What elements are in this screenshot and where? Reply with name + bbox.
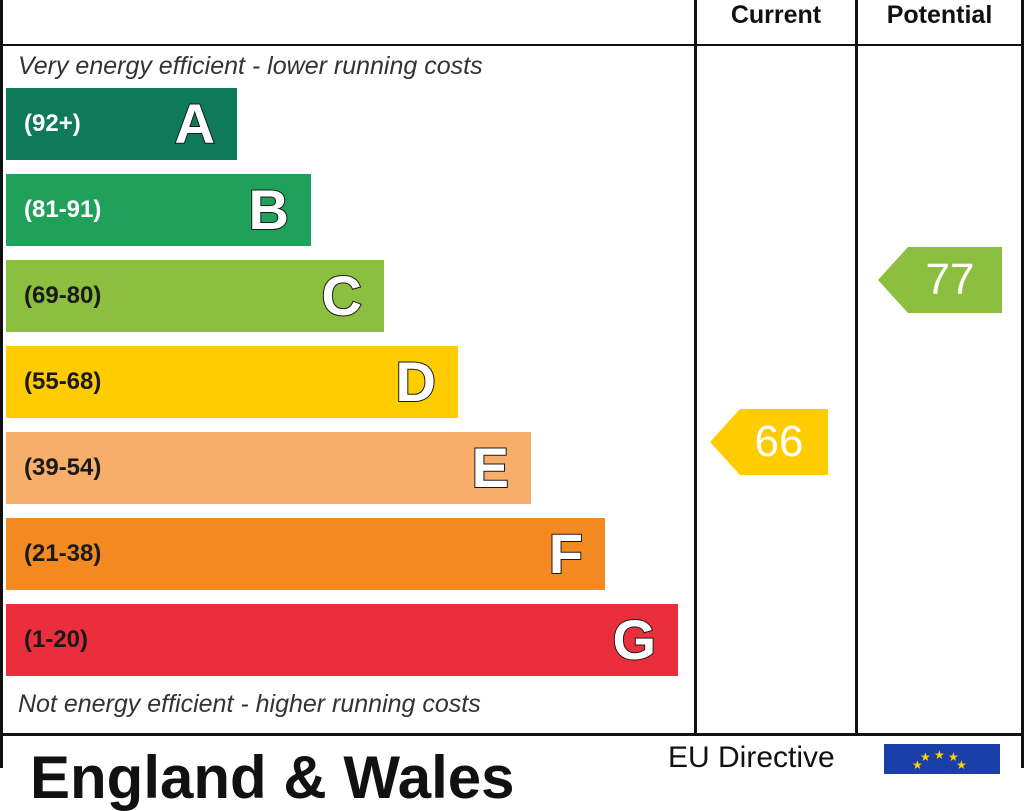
top-caption: Very energy efficient - lower running co… [18, 52, 483, 80]
band-range-label: (81-91) [24, 196, 102, 223]
band-e: (39-54) E [6, 432, 531, 504]
band-letter: B [248, 177, 290, 242]
band-d: (55-68) D [6, 346, 458, 418]
band-range-label: (55-68) [24, 368, 102, 395]
current-rating-arrow: 66 [710, 409, 828, 475]
current-rating-value: 66 [754, 417, 804, 466]
current-column-header: Current [730, 1, 822, 29]
band-c: (69-80) C [6, 260, 384, 332]
eu-flag-icon: ★ ★ ★ ★ ★ [884, 744, 1000, 774]
potential-column-divider [855, 0, 858, 735]
potential-column-header: Potential [886, 1, 993, 29]
eu-directive-label: EU Directive [668, 741, 835, 774]
footer-divider [0, 733, 1024, 736]
region-label: England & Wales [30, 744, 515, 811]
band-f: (21-38) F [6, 518, 605, 590]
outer-left-border [0, 0, 3, 768]
band-range-label: (69-80) [24, 282, 102, 309]
band-range-label: (39-54) [24, 454, 102, 481]
band-range-label: (1-20) [24, 626, 89, 653]
band-letter: A [174, 91, 216, 156]
band-letter: C [321, 263, 363, 328]
band-a: (92+) A [6, 88, 237, 160]
band-range-label: (21-38) [24, 540, 102, 567]
potential-rating-value: 77 [925, 255, 975, 304]
band-b: (81-91) B [6, 174, 311, 246]
outer-right-border [1021, 0, 1024, 768]
band-letter: G [611, 607, 657, 672]
potential-rating-arrow: 77 [878, 247, 1002, 313]
current-column-divider [694, 0, 697, 735]
header-divider [0, 44, 1024, 46]
band-letter: F [548, 521, 584, 586]
band-range-label: (92+) [24, 110, 81, 137]
band-g: (1-20) G [6, 604, 678, 676]
band-letter: E [471, 435, 510, 500]
band-letter: D [395, 349, 437, 414]
bottom-caption: Not energy efficient - higher running co… [18, 690, 481, 718]
